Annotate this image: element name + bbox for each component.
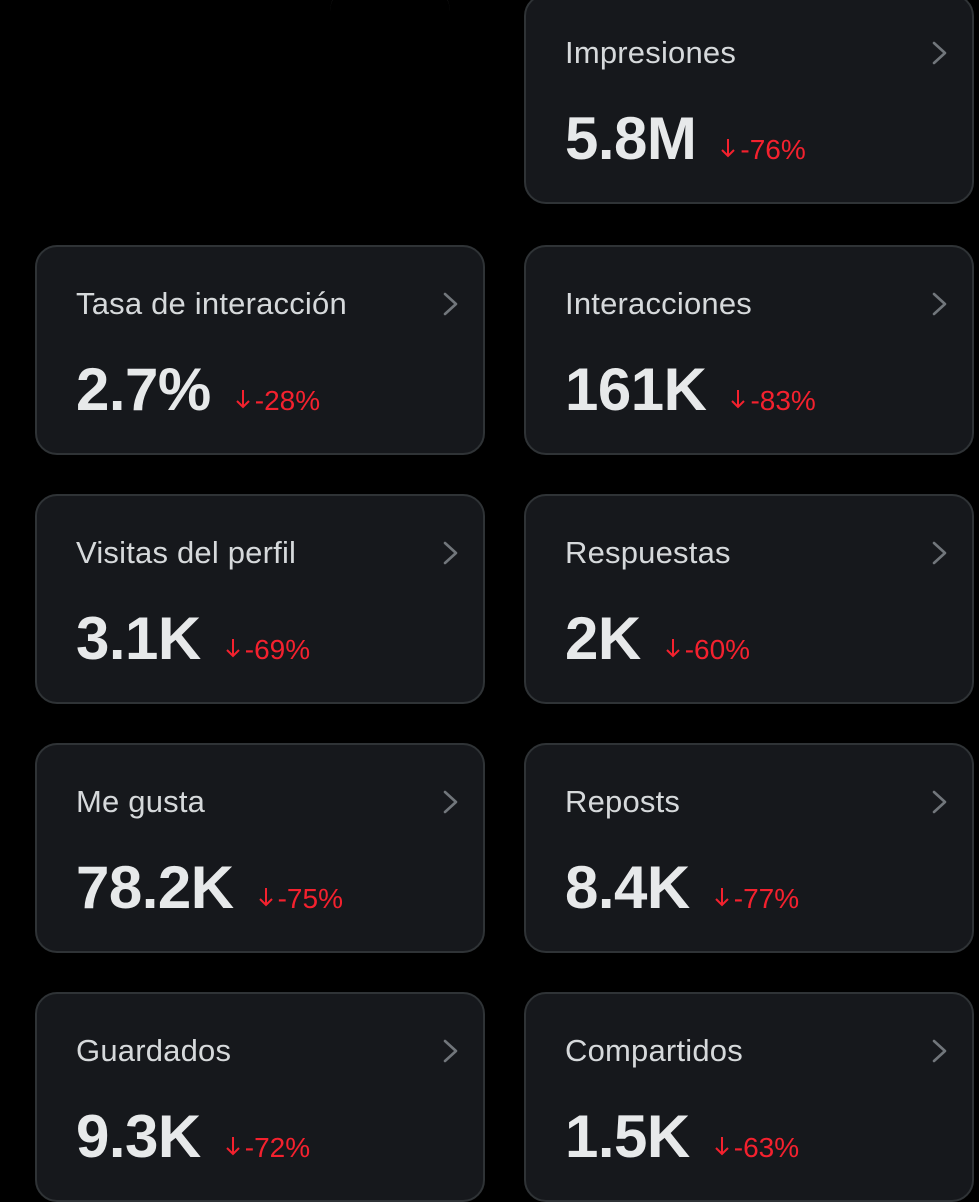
metric-card-reposts[interactable]: Reposts 8.4K -77% <box>524 743 974 953</box>
chevron-right-icon <box>443 790 458 814</box>
metric-change-value: -76% <box>740 134 806 165</box>
arrow-down-icon <box>715 888 729 907</box>
metric-value: 9.3K <box>76 1103 201 1170</box>
metric-card-respuestas[interactable]: Respuestas 2K -60% <box>524 494 974 704</box>
metric-card-impresiones[interactable]: Impresiones 5.8M -76% <box>524 0 974 204</box>
metric-change: -63% <box>714 1132 799 1164</box>
metric-value: 8.4K <box>565 854 690 921</box>
metric-change: -77% <box>714 883 799 915</box>
arrow-down-icon <box>258 888 273 907</box>
metric-label: Guardados <box>76 1033 232 1068</box>
chevron-right-icon <box>443 541 458 565</box>
metric-label: Compartidos <box>565 1033 743 1068</box>
arrow-down-icon <box>226 639 240 658</box>
metric-value-row: 78.2K -75% <box>76 853 343 922</box>
metric-value: 2.7% <box>76 356 211 423</box>
metric-value: 2K <box>565 605 641 672</box>
metric-change-value: -60% <box>684 634 751 665</box>
arrow-down-icon <box>715 1137 729 1156</box>
metric-card-interacciones[interactable]: Interacciones 161K -83% <box>524 245 974 455</box>
metric-card-compartidos[interactable]: Compartidos 1.5K -63% <box>524 992 974 1202</box>
metric-label: Interacciones <box>565 286 752 321</box>
metric-change: -83% <box>730 385 816 417</box>
metric-value-row: 9.3K -72% <box>76 1102 310 1171</box>
background-glare <box>330 0 450 53</box>
arrow-down-icon <box>236 390 250 409</box>
arrow-down-icon <box>731 390 746 409</box>
metric-change: -72% <box>225 1132 310 1164</box>
metric-change: -75% <box>258 883 343 915</box>
chevron-right-icon <box>932 1039 947 1063</box>
chevron-right-icon <box>443 1039 458 1063</box>
metric-label: Visitas del perfil <box>76 535 297 570</box>
metric-value-row: 161K -83% <box>565 355 816 424</box>
chevron-right-icon <box>443 292 458 316</box>
metric-value-row: 2K -60% <box>565 604 750 673</box>
metric-change-value: -77% <box>733 883 800 914</box>
metric-card-visitas-del-perfil[interactable]: Visitas del perfil 3.1K -69% <box>35 494 485 704</box>
chevron-right-icon <box>932 790 947 814</box>
chevron-right-icon <box>932 41 947 65</box>
metric-change-value: -28% <box>254 385 321 416</box>
chevron-right-icon <box>932 292 947 316</box>
metric-value: 78.2K <box>76 854 234 921</box>
metric-change: -69% <box>225 634 310 666</box>
metric-value-row: 8.4K -77% <box>565 853 799 922</box>
metric-change-value: -72% <box>244 1132 311 1163</box>
metric-change-value: -83% <box>750 385 816 416</box>
arrow-down-icon <box>226 1137 240 1156</box>
metric-label: Tasa de interacción <box>76 286 347 321</box>
metric-value-row: 3.1K -69% <box>76 604 310 673</box>
metric-value-row: 5.8M -76% <box>565 104 806 173</box>
metric-card-me-gusta[interactable]: Me gusta 78.2K -75% <box>35 743 485 953</box>
metric-change: -60% <box>665 634 750 666</box>
metric-card-guardados[interactable]: Guardados 9.3K -72% <box>35 992 485 1202</box>
metric-change-value: -63% <box>733 1132 800 1163</box>
arrow-down-icon <box>665 639 680 658</box>
metric-label: Me gusta <box>76 784 206 819</box>
metric-label: Reposts <box>565 784 681 819</box>
metric-value: 3.1K <box>76 605 201 672</box>
metric-value-row: 2.7% -28% <box>76 355 320 424</box>
metric-value-row: 1.5K -63% <box>565 1102 799 1171</box>
metric-label: Impresiones <box>565 35 737 70</box>
arrow-down-icon <box>721 139 736 158</box>
metric-value: 5.8M <box>565 105 697 172</box>
metric-label: Respuestas <box>565 535 731 570</box>
metric-value: 161K <box>565 356 707 423</box>
metric-value: 1.5K <box>565 1103 690 1170</box>
metric-change-value: -75% <box>277 883 343 914</box>
metric-change: -76% <box>720 134 806 166</box>
metric-change: -28% <box>235 385 320 417</box>
metric-change-value: -69% <box>244 634 311 665</box>
chevron-right-icon <box>932 541 947 565</box>
metric-card-tasa-de-interaccion[interactable]: Tasa de interacción 2.7% -28% <box>35 245 485 455</box>
